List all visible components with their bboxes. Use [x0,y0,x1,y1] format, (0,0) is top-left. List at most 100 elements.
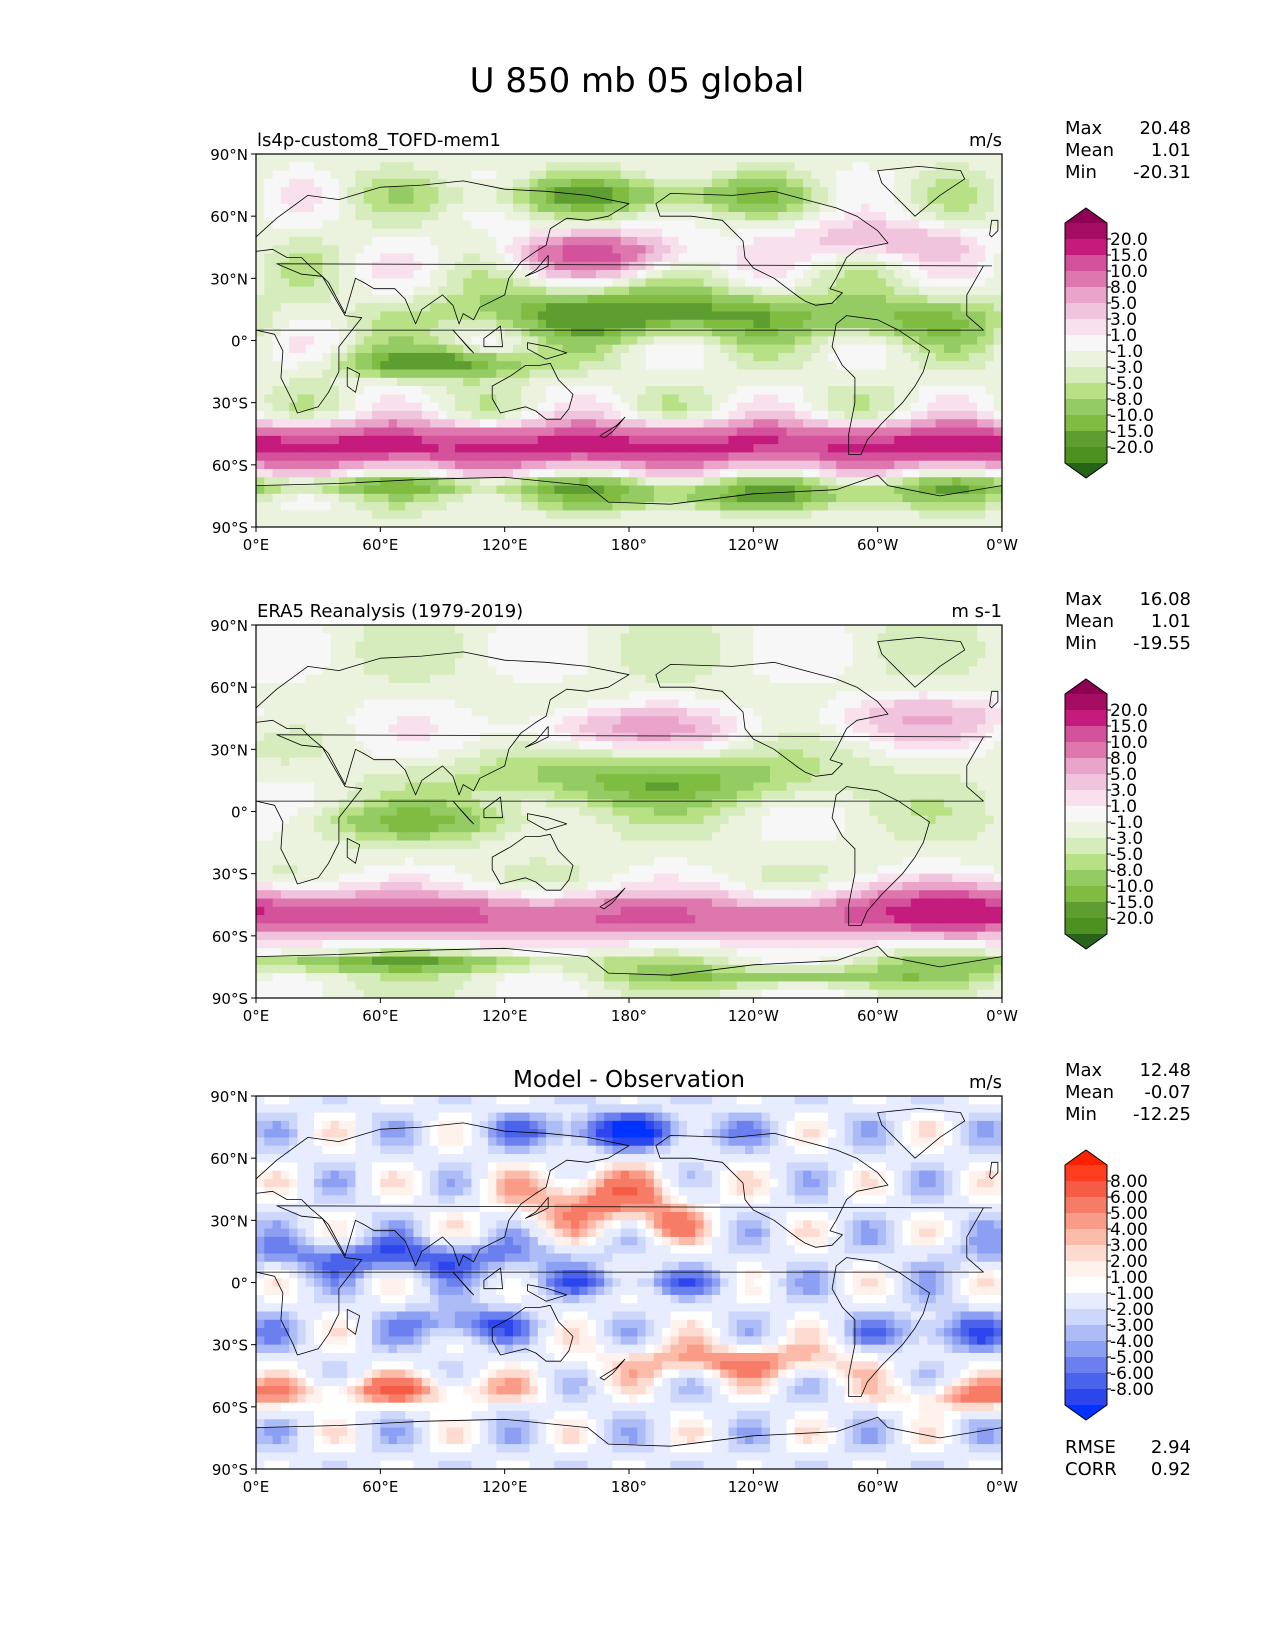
colorbar-bin [1065,742,1107,759]
x-tick-label: 60°E [362,536,398,554]
y-tick-label: 60°S [212,1399,248,1417]
y-tick-label: 30°S [212,866,248,884]
colorbar-bin [1065,399,1107,416]
coastline-2 [655,190,889,306]
coastline-4 [491,1304,574,1362]
coastline-8 [483,796,503,819]
x-tick-label: 60°W [857,1007,899,1025]
x-tick-label: 180° [611,536,647,554]
coastline-12 [346,838,360,864]
coastline-11 [525,1197,549,1219]
colorbar-bin [1065,902,1107,919]
colorbar: 20.015.010.08.05.03.01.0-1.0-3.0-5.0-8.0… [1064,207,1154,479]
stat-value: -20.31 [1133,162,1191,183]
stat-value: 1.01 [1151,140,1191,161]
colorbar-bin [1065,806,1107,823]
colorbar-bin [1065,431,1107,448]
y-tick-label: 30°S [212,1337,248,1355]
panel-2: 90°N 60°N 30°N 0° 30°S 60°S 90°S0°E 60°E 120°E 18… [210,589,1191,1025]
colorbar-label: -1.00 [1110,1284,1154,1304]
colorbar-extend-min [1065,1405,1107,1420]
y-tick-label: 60°N [210,679,248,697]
coastline-3 [831,786,930,926]
colorbar-label: 20.0 [1110,230,1148,250]
colorbar: 8.006.005.004.003.002.001.00-1.00-2.00-3… [1064,1149,1154,1421]
colorbar-label: 10.0 [1110,733,1148,753]
colorbar-bin [1065,1357,1107,1374]
colorbar-bin [1065,758,1107,775]
colorbar-outline [1064,207,1108,479]
y-tick-label: 30°N [210,741,248,759]
colorbar-bin [1065,854,1107,871]
stat-label: Max [1065,589,1103,610]
stat-value: -19.55 [1133,633,1191,654]
colorbar-label: -8.0 [1110,390,1143,410]
colorbar-label: -5.0 [1110,845,1143,865]
coastline-4 [491,362,574,420]
colorbar-label: -15.0 [1110,893,1154,913]
x-tick-label: 60°W [857,536,899,554]
coastline-0 [256,651,630,796]
colorbar-bin [1065,351,1107,368]
colorbar-bin [1065,303,1107,320]
y-tick-label: 60°S [212,457,248,475]
colorbar-label: -5.00 [1110,1348,1154,1368]
coastline-3 [831,1257,930,1397]
x-tick-label: 0°W [986,536,1018,554]
colorbar-label: 1.0 [1110,797,1137,817]
x-tick-label: 120°W [728,1478,779,1496]
colorbar-label: -6.00 [1110,1364,1154,1384]
x-tick-label: 60°E [362,1478,398,1496]
x-tick-label: 120°E [482,1478,528,1496]
colorbar-bin [1065,239,1107,256]
colorbar-extend-max [1065,208,1107,223]
coastline-11 [525,255,549,277]
colorbar-label: -2.00 [1110,1300,1154,1320]
colorbar-bin [1065,335,1107,352]
extra-stat-value: 0.92 [1151,1459,1191,1480]
colorbar-label: -1.0 [1110,342,1143,362]
colorbar-label: 10.0 [1110,262,1148,282]
stat-value: 20.48 [1139,118,1191,139]
y-tick-label: 90°S [212,1461,248,1479]
colorbar-bin [1065,694,1107,711]
colorbar-bin [1065,383,1107,400]
colorbar-label: 3.0 [1110,781,1137,801]
coastline-0 [256,180,630,325]
colorbar-bin [1065,838,1107,855]
x-tick-label: 120°E [482,1007,528,1025]
colorbar-bin [1065,447,1107,464]
field-grid [256,625,1002,998]
coastline-5 [877,166,966,217]
x-tick-label: 120°W [728,1007,779,1025]
extra-stat-value: 2.94 [1151,1437,1191,1458]
colorbar: 20.015.010.08.05.03.01.0-1.0-3.0-5.0-8.0… [1064,678,1154,950]
coastline-1 [256,1205,992,1356]
y-tick-label: 0° [231,1275,248,1293]
coastline-2 [655,661,889,777]
x-tick-label: 0°W [986,1007,1018,1025]
colorbar-label: -10.0 [1110,406,1154,426]
figure-title: U 850 mb 05 global [470,61,805,101]
stat-label: Max [1065,118,1103,139]
colorbar-label: 5.0 [1110,294,1137,314]
colorbar-bin [1065,1229,1107,1246]
coastline-3 [831,315,930,455]
panel-3: 90°N 60°N 30°N 0° 30°S 60°S 90°S0°E 60°E 120°E 18… [210,1060,1191,1496]
colorbar-label: -20.0 [1110,909,1154,929]
stat-value: -12.25 [1133,1104,1191,1125]
stat-label: Mean [1065,611,1114,632]
panel-units: m/s [969,1072,1002,1093]
coastline-9 [527,1284,568,1302]
colorbar-bin [1065,726,1107,743]
y-tick-label: 30°N [210,270,248,288]
colorbar-extend-min [1065,463,1107,478]
stat-label: Min [1065,633,1097,654]
colorbar-bin [1065,1293,1107,1310]
field-grid [256,1096,1002,1469]
coastlines [256,166,1002,527]
coastline-11 [525,726,549,748]
coastline-8 [483,1267,503,1290]
x-tick-label: 0°W [986,1478,1018,1496]
